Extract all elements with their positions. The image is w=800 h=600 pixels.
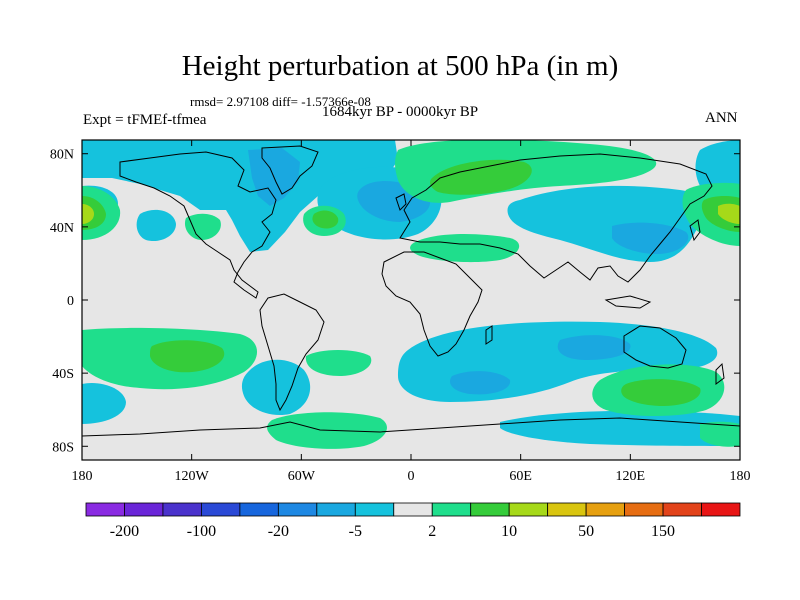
colorbar-label: 2 [428, 523, 436, 540]
contour-positive-south-pacific-mid [305, 350, 372, 376]
map-panel [82, 140, 740, 460]
contour-negative-east-pacific [136, 209, 176, 242]
coastline-japan [689, 219, 701, 242]
experiment-label: Expt = tFMEf-tfmea [83, 112, 207, 128]
colorbar-swatch [239, 502, 279, 517]
colorbar-swatch [316, 502, 356, 517]
colorbar-swatch [585, 502, 625, 517]
colorbar-swatch [85, 502, 125, 517]
contour-positive-mediterranean [410, 234, 520, 263]
coastline-eurasia [399, 153, 713, 283]
coastline-australia [623, 325, 687, 369]
contour-negative-south-core [450, 371, 511, 395]
chart-title: Height perturbation at 500 hPa (in m) [181, 50, 619, 82]
lon-tick-label: 180 [730, 469, 751, 484]
colorbar-swatch [201, 502, 241, 517]
lat-tick-label: 40S [52, 367, 74, 382]
colorbar-swatch [624, 502, 664, 517]
season-label: ANN [705, 110, 738, 126]
lon-tick-label: 60W [288, 469, 316, 484]
stats-label: rmsd= 2.97108 diff= -1.57366e-08 [190, 94, 371, 109]
coastline-north-america [119, 151, 277, 299]
contour-negative-indian-core [557, 335, 631, 360]
coastlines [82, 145, 740, 437]
coastline-south-america [259, 293, 325, 412]
colorbar-swatch [162, 502, 202, 517]
colorbar-label: -100 [187, 523, 216, 540]
colorbar-swatch [393, 502, 433, 517]
colorbar-swatch [354, 502, 395, 517]
colorbar-swatch [547, 502, 587, 517]
contour-positive-europe-core [430, 159, 532, 195]
lat-tick-label: 0 [67, 294, 74, 309]
contour-negative-siberia-core [612, 222, 689, 254]
latitude-axis: 80N 40N 0 40S 80S [50, 148, 740, 455]
contour-negative-north-america [82, 140, 398, 252]
colorbar-swatch [277, 502, 318, 517]
coastline-africa [381, 251, 483, 357]
lat-tick-label: 80N [50, 148, 74, 163]
coastline-antarctica [82, 417, 740, 437]
colorbar-label: -200 [110, 523, 139, 540]
colorbar-swatch [470, 502, 510, 517]
contour-positive-antarctic-east [700, 421, 740, 447]
colorbar-label: -20 [268, 523, 289, 540]
coastline-madagascar [485, 325, 493, 345]
lon-tick-label: 0 [408, 469, 415, 484]
coastline-uk [395, 193, 407, 211]
colorbar-label: 50 [578, 523, 594, 540]
colorbar-swatch [508, 502, 549, 517]
contour-positive-north-pacific-east-max [718, 203, 740, 224]
colorbar-swatch [662, 502, 702, 517]
colorbar-label: -5 [349, 523, 362, 540]
colorbar: -200 -100 -20 -5 2 10 50 150 [85, 502, 741, 540]
coastline-indonesia [604, 295, 652, 309]
colorbar-swatch [431, 502, 472, 517]
colorbar-label: 150 [651, 523, 675, 540]
colorbar-label: 10 [501, 523, 517, 540]
coastline-greenland [261, 145, 319, 195]
colorbar-swatch [701, 502, 741, 517]
lat-tick-label: 80S [52, 440, 74, 455]
longitude-axis: 180 120W 60W 0 60E 120E 180 [72, 140, 751, 484]
period-label: 1684kyr BP - 0000kyr BP [322, 104, 479, 120]
contour-negative-south-pacific [82, 382, 126, 424]
coastline-new-zealand [715, 362, 725, 385]
contour-positive-north-pacific-west-max [82, 204, 94, 224]
lon-tick-label: 180 [72, 469, 93, 484]
lat-tick-label: 40N [50, 221, 74, 236]
contour-positive-south-pacific-west-core [150, 340, 225, 373]
colorbar-swatch [124, 502, 164, 517]
contour-positive-south-indian-east-core [621, 379, 701, 406]
lon-tick-label: 120W [175, 469, 210, 484]
lon-tick-label: 60E [509, 469, 532, 484]
contour-positive-west-atlantic-core [312, 210, 339, 229]
contour-positive-canada [184, 213, 221, 240]
lon-tick-label: 120E [616, 469, 646, 484]
